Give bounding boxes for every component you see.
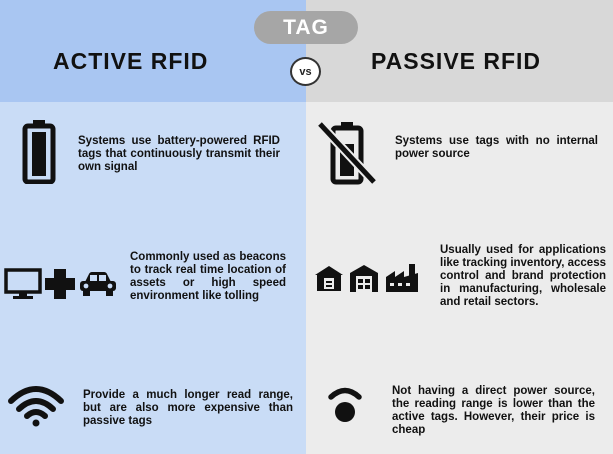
bank-icon (315, 266, 343, 291)
vs-badge: vs (290, 57, 321, 86)
no-battery-icon (316, 120, 378, 186)
passive-power-text: Systems use tags with no internal power … (395, 135, 598, 160)
tag-label: TAG (254, 11, 358, 44)
warehouse-icon (350, 265, 378, 292)
active-power-text: Systems use battery-powered RFID tags th… (78, 135, 280, 173)
passive-uses-text: Usually used for applications like track… (440, 244, 606, 308)
medical-cross-icon (45, 269, 75, 299)
battery-icon (22, 120, 56, 184)
active-range-text: Provide a much longer read range, but ar… (83, 389, 293, 427)
active-header (0, 0, 306, 102)
active-rfid-title: ACTIVE RFID (53, 48, 209, 74)
factory-icon (386, 264, 418, 292)
passive-rfid-title: PASSIVE RFID (371, 48, 542, 74)
car-icon (80, 272, 116, 296)
active-uses-text: Commonly used as beacons to track real t… (130, 251, 286, 302)
passive-header (306, 0, 613, 102)
passive-range-text: Not having a direct power source, the re… (392, 385, 595, 436)
wifi-weak-icon (328, 387, 362, 422)
wifi-full-icon (8, 386, 64, 427)
monitor-icon (4, 268, 42, 299)
